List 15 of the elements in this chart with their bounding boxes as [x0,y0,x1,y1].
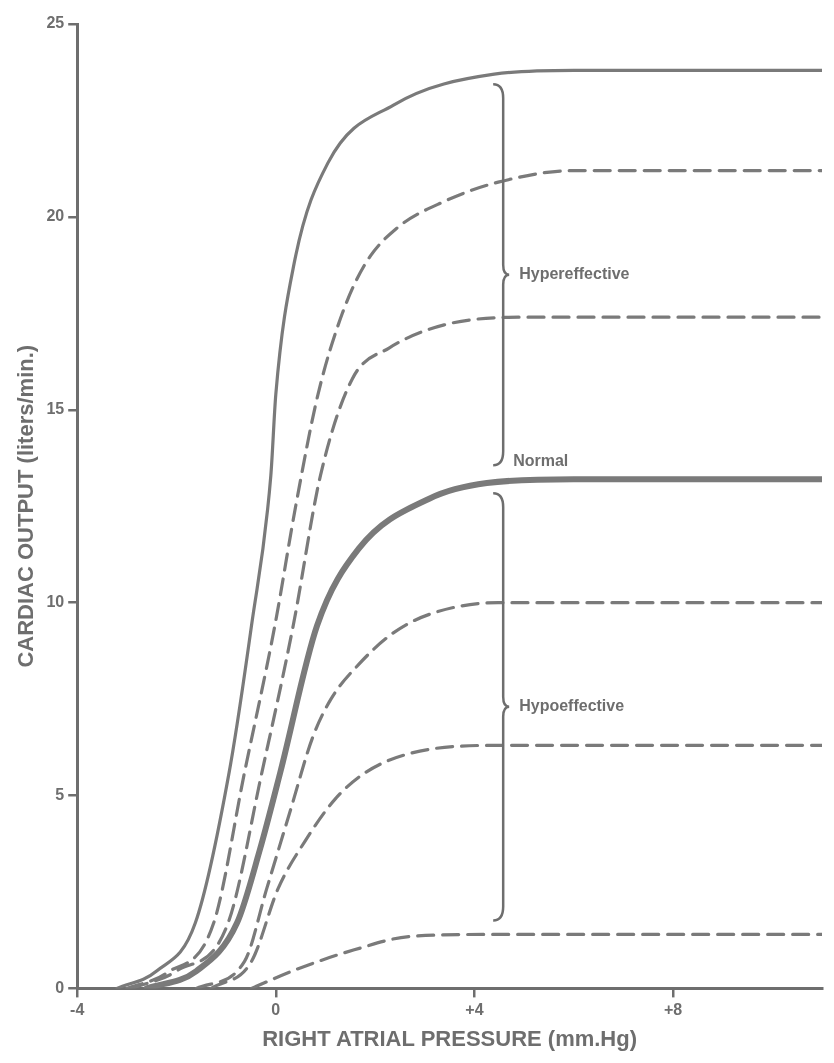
y-tick-label: 20 [46,207,65,225]
y-tick-label: 0 [55,978,65,996]
y-tick-label: 10 [46,593,65,611]
annotation: Hypereffective [519,265,630,283]
x-axis-title: RIGHT ATRIAL PRESSURE (mm.Hg) [262,1025,638,1051]
annotation: Normal [513,451,569,469]
y-tick-label: 5 [55,785,65,803]
x-tick-label: +4 [465,1001,484,1019]
annotation: Hypoeffective [519,697,625,715]
y-tick-label: 15 [46,400,65,418]
x-tick-label: +8 [663,1001,683,1019]
x-tick-label: -4 [70,1001,85,1019]
x-tick-label: 0 [271,1001,281,1019]
y-tick-label: 25 [46,14,65,32]
y-axis-title: CARDIAC OUTPUT (liters/min.) [13,344,39,668]
